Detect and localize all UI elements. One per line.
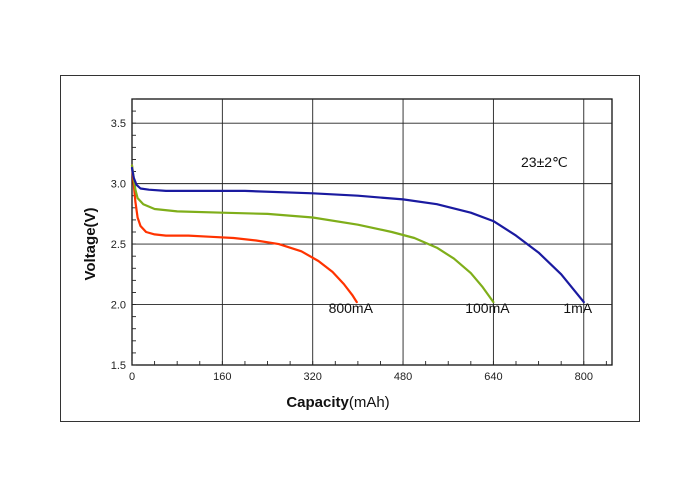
y-tick-label: 1.5 bbox=[111, 360, 126, 372]
x-axis-title-unit: (mAh) bbox=[349, 394, 390, 411]
x-tick-labels: 0 160 320 480 640 800 bbox=[129, 371, 593, 383]
x-axis-title-main: Capacity bbox=[286, 394, 349, 411]
grid bbox=[131, 98, 613, 366]
series-label-800mA: 800mA bbox=[329, 300, 374, 316]
x-tick-label: 800 bbox=[575, 371, 593, 383]
x-tick-label: 640 bbox=[484, 371, 502, 383]
x-tick-label: 320 bbox=[304, 371, 322, 383]
series-line-800mA bbox=[130, 164, 358, 304]
chart-frame: 1.5 2.0 2.5 3.0 3.5 0 160 320 480 640 800 800mA 10… bbox=[60, 75, 640, 422]
temperature-annotation: 23±2℃ bbox=[521, 154, 568, 170]
x-tick-label: 160 bbox=[213, 371, 231, 383]
y-tick-label: 3.5 bbox=[111, 118, 126, 130]
y-tick-labels: 1.5 2.0 2.5 3.0 3.5 bbox=[111, 118, 126, 372]
series-lines bbox=[130, 164, 585, 304]
series-labels: 800mA 100mA 1mA bbox=[329, 300, 593, 316]
y-tick-label: 2.0 bbox=[111, 300, 126, 312]
voltage-capacity-chart: 1.5 2.0 2.5 3.0 3.5 0 160 320 480 640 800 800mA 10… bbox=[82, 98, 613, 411]
x-tick-label: 480 bbox=[394, 371, 412, 383]
y-axis-title: Voltage(V) bbox=[82, 207, 99, 280]
y-tick-label: 2.5 bbox=[111, 239, 126, 251]
x-axis-title: Capacity(mAh) bbox=[286, 394, 389, 411]
series-line-1mA bbox=[130, 166, 585, 304]
series-line-100mA bbox=[130, 164, 495, 304]
x-tick-label: 0 bbox=[129, 371, 135, 383]
plot-area-border bbox=[131, 98, 613, 366]
series-label-100mA: 100mA bbox=[465, 300, 510, 316]
series-label-1mA: 1mA bbox=[563, 300, 592, 316]
y-tick-label: 3.0 bbox=[111, 179, 126, 191]
